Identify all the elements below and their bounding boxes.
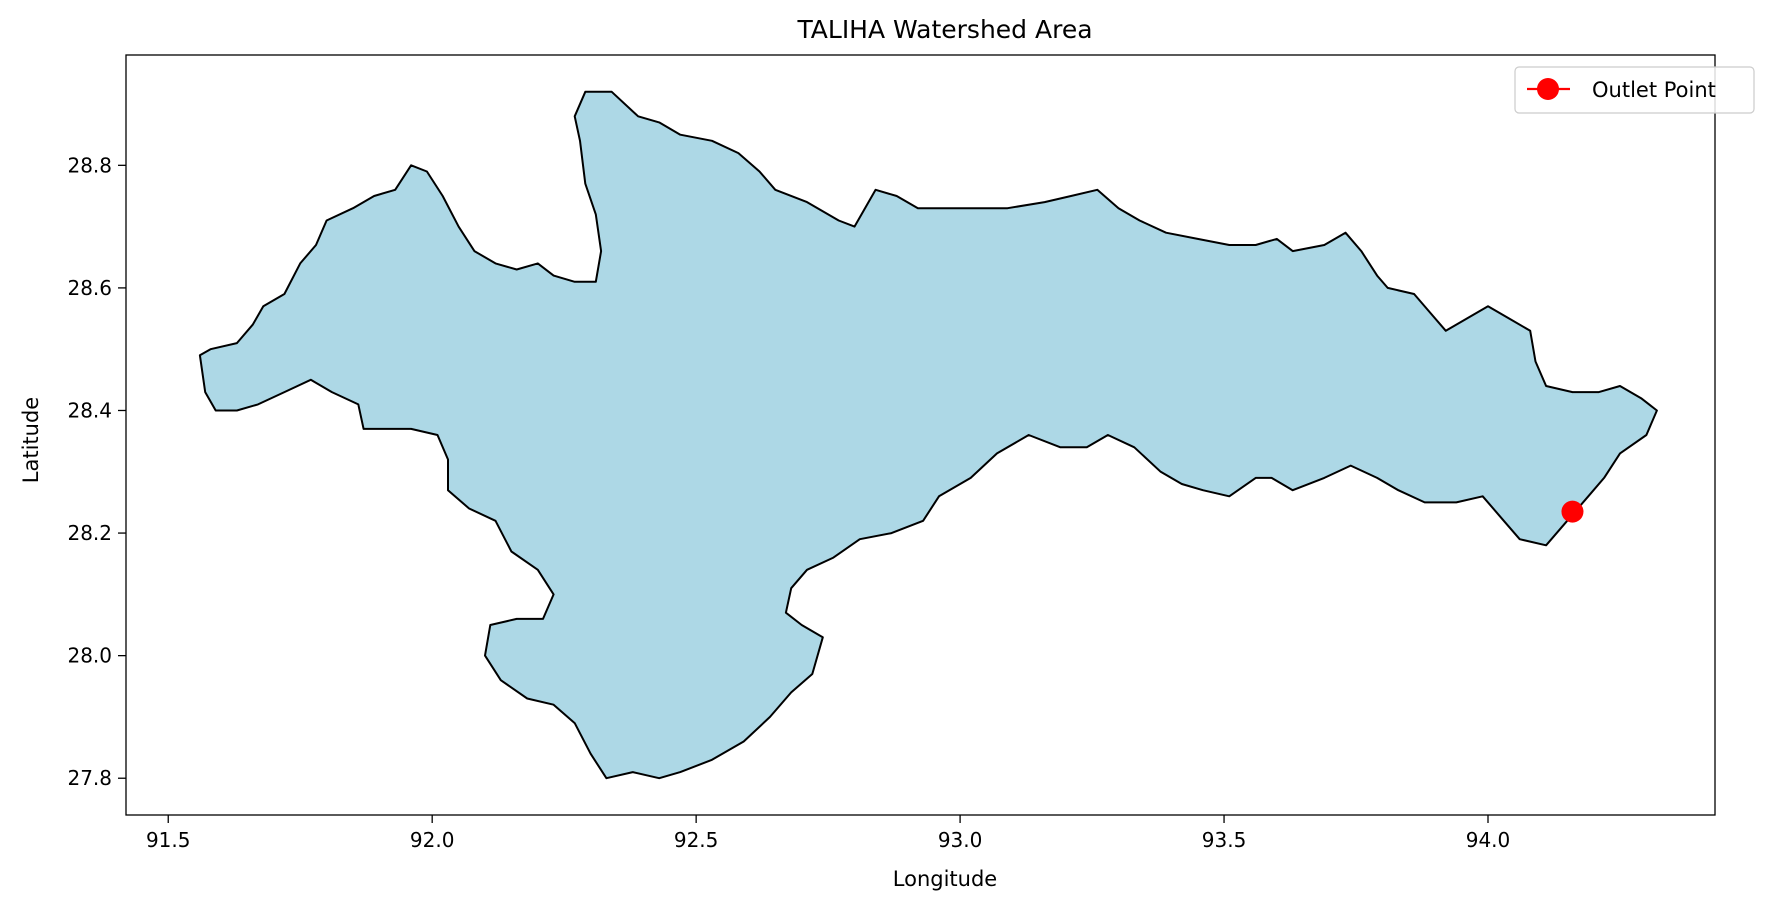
x-tick-label: 92.5 — [674, 828, 719, 852]
y-tick-label: 28.2 — [67, 521, 112, 545]
y-tick-label: 27.8 — [67, 766, 112, 790]
x-tick-label: 93.5 — [1202, 828, 1247, 852]
x-axis-label: Longitude — [893, 867, 997, 891]
x-tick-label: 91.5 — [146, 828, 191, 852]
outlet-point-marker — [1561, 500, 1584, 523]
x-tick-label: 94.0 — [1466, 828, 1511, 852]
plot-layer — [198, 90, 1658, 780]
chart-title: TALIHA Watershed Area — [796, 15, 1092, 44]
legend-marker-outlet-point — [1537, 78, 1559, 100]
legend: Outlet Point — [1514, 66, 1755, 114]
legend-label-outlet-point: Outlet Point — [1592, 78, 1716, 102]
watershed-polygon — [198, 90, 1658, 780]
x-tick-label: 93.0 — [938, 828, 983, 852]
x-tick-label: 92.0 — [410, 828, 455, 852]
y-tick-label: 28.6 — [67, 276, 112, 300]
y-tick-label: 28.0 — [67, 644, 112, 668]
y-axis-label: Latitude — [19, 397, 43, 483]
axes-frame — [125, 54, 1716, 816]
axes-layer — [125, 54, 1716, 816]
y-axis-ticks: 27.8 28.0 28.2 28.4 28.6 28.8 — [67, 153, 126, 790]
y-tick-label: 28.4 — [67, 398, 112, 422]
legend-box — [1514, 66, 1755, 114]
y-tick-label: 28.8 — [67, 153, 112, 177]
x-axis-ticks: 91.5 92.0 92.5 93.0 93.5 94.0 — [146, 815, 1510, 852]
